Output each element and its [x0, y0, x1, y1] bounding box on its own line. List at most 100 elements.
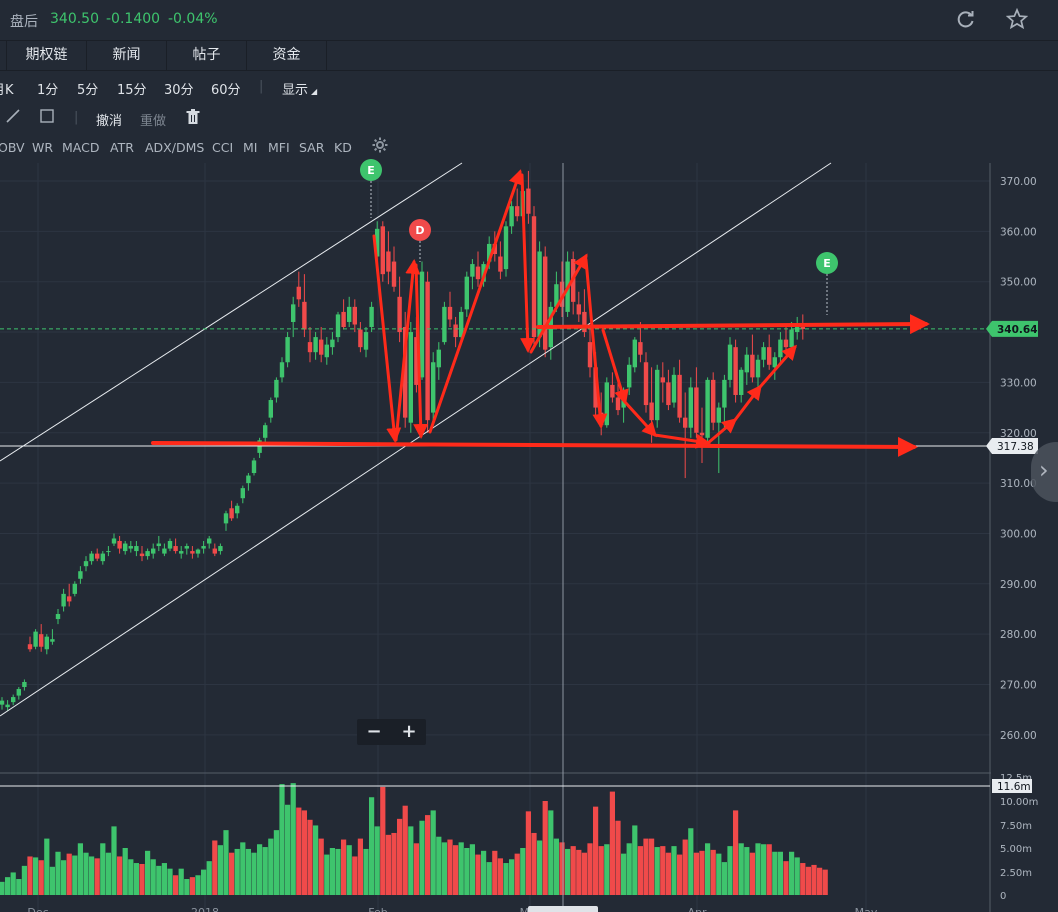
indicator-obv[interactable]: OBV: [0, 140, 25, 155]
volume-bar: [542, 801, 548, 895]
candle-body: [576, 304, 581, 315]
settings-gear-icon[interactable]: [372, 137, 388, 156]
volume-bar: [587, 843, 593, 895]
volume-bar: [481, 850, 487, 895]
volume-bar: [514, 853, 520, 895]
volume-bar: [156, 865, 162, 895]
volume-bar: [229, 852, 235, 895]
indicator-wr[interactable]: WR: [32, 140, 54, 155]
candle-body: [666, 382, 671, 406]
event-marker: [409, 219, 431, 241]
tab-options-chain[interactable]: 期权链: [6, 40, 86, 70]
channel-upper-line: [0, 162, 463, 462]
session-label: 盘后: [10, 14, 38, 30]
candle-body: [386, 251, 391, 272]
zoom-out-button[interactable]: −: [366, 721, 382, 742]
timeframe-30m[interactable]: 30分: [164, 83, 194, 98]
volume-bar: [811, 864, 817, 895]
annotation-arrow: [706, 418, 738, 445]
rectangle-tool-icon[interactable]: [40, 109, 54, 127]
volume-bar: [251, 852, 257, 895]
volume-bar: [167, 868, 173, 895]
volume-bar: [800, 863, 806, 895]
candle-body: [263, 425, 268, 438]
indicator-adx-dms[interactable]: ADX/DMS: [145, 140, 205, 155]
redo-button[interactable]: 重做: [140, 114, 167, 129]
candle-body: [0, 700, 5, 705]
timeframe-60m[interactable]: 60分: [211, 83, 241, 98]
candle-body: [593, 367, 598, 408]
candle-body: [291, 304, 296, 322]
timeframe-5m[interactable]: 5分: [77, 83, 99, 98]
timeframe-15m[interactable]: 15分: [117, 83, 147, 98]
candle-body: [459, 311, 464, 338]
volume-bar: [161, 863, 167, 895]
candle-body: [207, 538, 212, 544]
candle-body: [543, 256, 548, 350]
candle-body: [251, 460, 257, 474]
star-icon[interactable]: [1004, 6, 1030, 32]
zoom-in-button[interactable]: +: [401, 721, 417, 742]
candle-body: [470, 264, 475, 277]
timeframe-month[interactable]: 月K: [0, 83, 14, 98]
candle-body: [111, 538, 117, 544]
scroll-right-handle[interactable]: ›: [1031, 442, 1058, 502]
volume-bar: [660, 846, 666, 895]
candle-body: [55, 614, 61, 620]
candle-body: [223, 513, 229, 524]
volume-bar: [755, 843, 761, 895]
candle-body: [778, 339, 783, 358]
price-tick-label: 270.00: [1000, 680, 1037, 692]
candle-body: [403, 327, 408, 418]
display-label: 显示: [282, 83, 309, 98]
candle-body: [307, 342, 313, 353]
time-tick-label: Apr: [687, 906, 707, 912]
volume-bar: [5, 877, 11, 895]
trendline-tool-icon[interactable]: [6, 109, 20, 127]
candle-body: [123, 543, 128, 552]
volume-bar: [637, 846, 643, 895]
volume-bar: [453, 845, 459, 895]
timeframe-1m[interactable]: 1分: [37, 83, 59, 98]
indicator-mi[interactable]: MI: [243, 140, 258, 155]
volume-bar: [671, 846, 677, 895]
indicator-mfi[interactable]: MFI: [268, 140, 290, 155]
volume-bar: [822, 869, 828, 895]
indicator-macd[interactable]: MACD: [62, 140, 100, 155]
annotation-arrow: [151, 436, 918, 457]
tab-capital[interactable]: 资金: [246, 40, 327, 70]
indicator-kd[interactable]: KD: [334, 140, 352, 155]
candle-body: [11, 697, 16, 703]
volume-bar: [245, 848, 251, 895]
display-dropdown[interactable]: 显示 ◢: [282, 79, 317, 98]
tab-news[interactable]: 新闻: [86, 40, 166, 70]
candle-body: [604, 382, 609, 426]
volume-bar: [402, 805, 408, 895]
undo-button[interactable]: 撤消: [96, 114, 123, 129]
trash-icon[interactable]: [186, 109, 200, 129]
tab-posts[interactable]: 帖子: [166, 40, 246, 70]
last-price-tag: [986, 320, 1038, 337]
volume-bar: [408, 826, 414, 895]
volume-bar: [122, 848, 128, 895]
indicator-sar[interactable]: SAR: [299, 140, 325, 155]
volume-bar: [598, 846, 604, 895]
volume-bar: [234, 848, 240, 895]
candle-body: [268, 400, 273, 418]
refresh-icon[interactable]: [953, 6, 979, 32]
price-change: -0.1400: [106, 11, 161, 27]
candle-body: [487, 243, 492, 262]
candle-body: [106, 551, 111, 553]
volume-bar: [430, 810, 436, 895]
volume-tick-label: 0: [1000, 891, 1006, 902]
indicator-atr[interactable]: ATR: [110, 140, 134, 155]
indicator-cci[interactable]: CCI: [212, 140, 234, 155]
volume-bar: [419, 820, 425, 895]
volume-bar: [525, 811, 531, 895]
candle-body: [352, 306, 357, 325]
price-tick-label: 260.00: [1000, 730, 1037, 742]
support-price-tag: [986, 437, 1038, 454]
annotation-arrow: [394, 259, 421, 442]
candle-body: [587, 342, 593, 368]
